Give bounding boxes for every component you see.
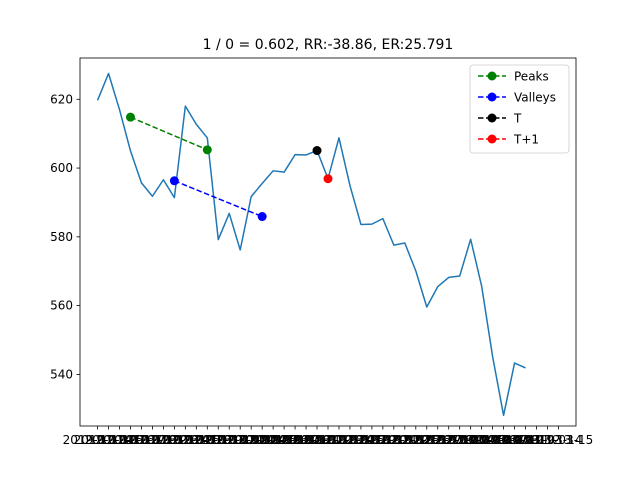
x-tick-label: 2019-02-04 — [216, 433, 286, 447]
x-tick-label: 2019-02-07 — [249, 433, 319, 447]
x-tick-label: 2019-02-05 — [227, 433, 297, 447]
x-tick-label: 2019-02-11 — [271, 433, 341, 447]
price-line — [96, 72, 526, 417]
x-tick-label: 2019-01-18 — [107, 433, 177, 447]
x-tick-label: 2019-02-21 — [348, 433, 418, 447]
valleys-marker — [257, 212, 267, 222]
peaks-marker — [125, 112, 135, 122]
x-tick-label: 2019-02-28 — [403, 433, 473, 447]
t-marker — [312, 146, 322, 156]
x-tick-label: 2019-03-12 — [491, 433, 561, 447]
x-tick-label: 2019-03-01 — [414, 433, 484, 447]
x-tick-label: 2019-03-08 — [469, 433, 539, 447]
x-tick-label: 2019-02-01 — [205, 433, 275, 447]
x-tick-label: 2019-02-25 — [370, 433, 440, 447]
legend-marker-valleys — [487, 92, 497, 102]
x-tick-label: 2019-02-13 — [293, 433, 363, 447]
x-tick-label: 2019-01-31 — [194, 433, 264, 447]
y-tick-label: 620 — [50, 92, 73, 106]
x-tick-label: 2019-03-05 — [436, 433, 506, 447]
x-tick-label: 2019-03-15 — [524, 433, 594, 447]
x-tick-label: 2019-03-04 — [425, 433, 495, 447]
valleys-marker — [169, 176, 179, 186]
legend-box — [469, 64, 570, 154]
x-tick-label: 2019-01-28 — [161, 433, 231, 447]
x-tick-label: 2019-01-24 — [139, 433, 209, 447]
x-tick-label: 2019-01-30 — [183, 433, 253, 447]
legend: Peaks Valleys T T+1 — [469, 64, 570, 154]
x-tick-label: 2019-03-11 — [480, 433, 550, 447]
x-tick-label: 2019-03-13 — [502, 433, 572, 447]
x-tick-label: 2019-02-08 — [260, 433, 330, 447]
y-tick-label: 580 — [50, 230, 73, 244]
x-tick-label: 2019-01-22 — [118, 433, 188, 447]
x-tick-label: 2019-01-29 — [172, 433, 242, 447]
t-1-marker — [323, 174, 333, 184]
legend-label-peaks: Peaks — [514, 70, 549, 84]
x-tick-label: 2019-02-19 — [326, 433, 396, 447]
peaks-marker — [202, 145, 212, 155]
x-tick-label: 2019-01-15 — [74, 433, 144, 447]
y-tick-label: 600 — [50, 161, 73, 175]
x-tick-label: 2019-02-20 — [337, 433, 407, 447]
peaks-line — [130, 116, 208, 151]
legend-label-t-1: T+1 — [513, 133, 539, 147]
legend-label-valleys: Valleys — [514, 91, 556, 105]
x-tick-label: 2019-02-22 — [359, 433, 429, 447]
x-tick-label: 2019-01-25 — [150, 433, 220, 447]
chart-title: 1 / 0 = 0.602, RR:-38.86, ER:25.791 — [203, 37, 454, 53]
x-tick-label: 2019-02-27 — [392, 433, 462, 447]
x-tick-label: 2019-01-14 — [63, 433, 133, 447]
x-tick-label: 2019-02-15 — [315, 433, 385, 447]
x-tick-label: 2019-02-26 — [381, 433, 451, 447]
x-tick-label: 2019-03-07 — [458, 433, 528, 447]
x-tick-label: 2019-03-14 — [513, 433, 583, 447]
legend-label-t: T — [513, 112, 522, 126]
legend-marker-peaks — [487, 71, 497, 81]
plot-area: 5405605806006202019-01-142019-01-152019-… — [50, 57, 594, 447]
legend-marker-t-1 — [487, 134, 497, 144]
x-tick-label: 2019-03-06 — [447, 433, 517, 447]
y-tick-label: 540 — [50, 367, 73, 381]
y-tick-label: 560 — [50, 299, 73, 313]
x-tick-label: 2019-02-14 — [304, 433, 374, 447]
x-tick-label: 2019-02-06 — [238, 433, 308, 447]
legend-marker-t — [487, 113, 497, 123]
x-tick-label: 2019-01-23 — [129, 433, 199, 447]
x-tick-label: 2019-01-16 — [85, 433, 155, 447]
x-tick-label: 2019-02-12 — [282, 433, 352, 447]
x-tick-label: 2019-01-17 — [96, 433, 166, 447]
